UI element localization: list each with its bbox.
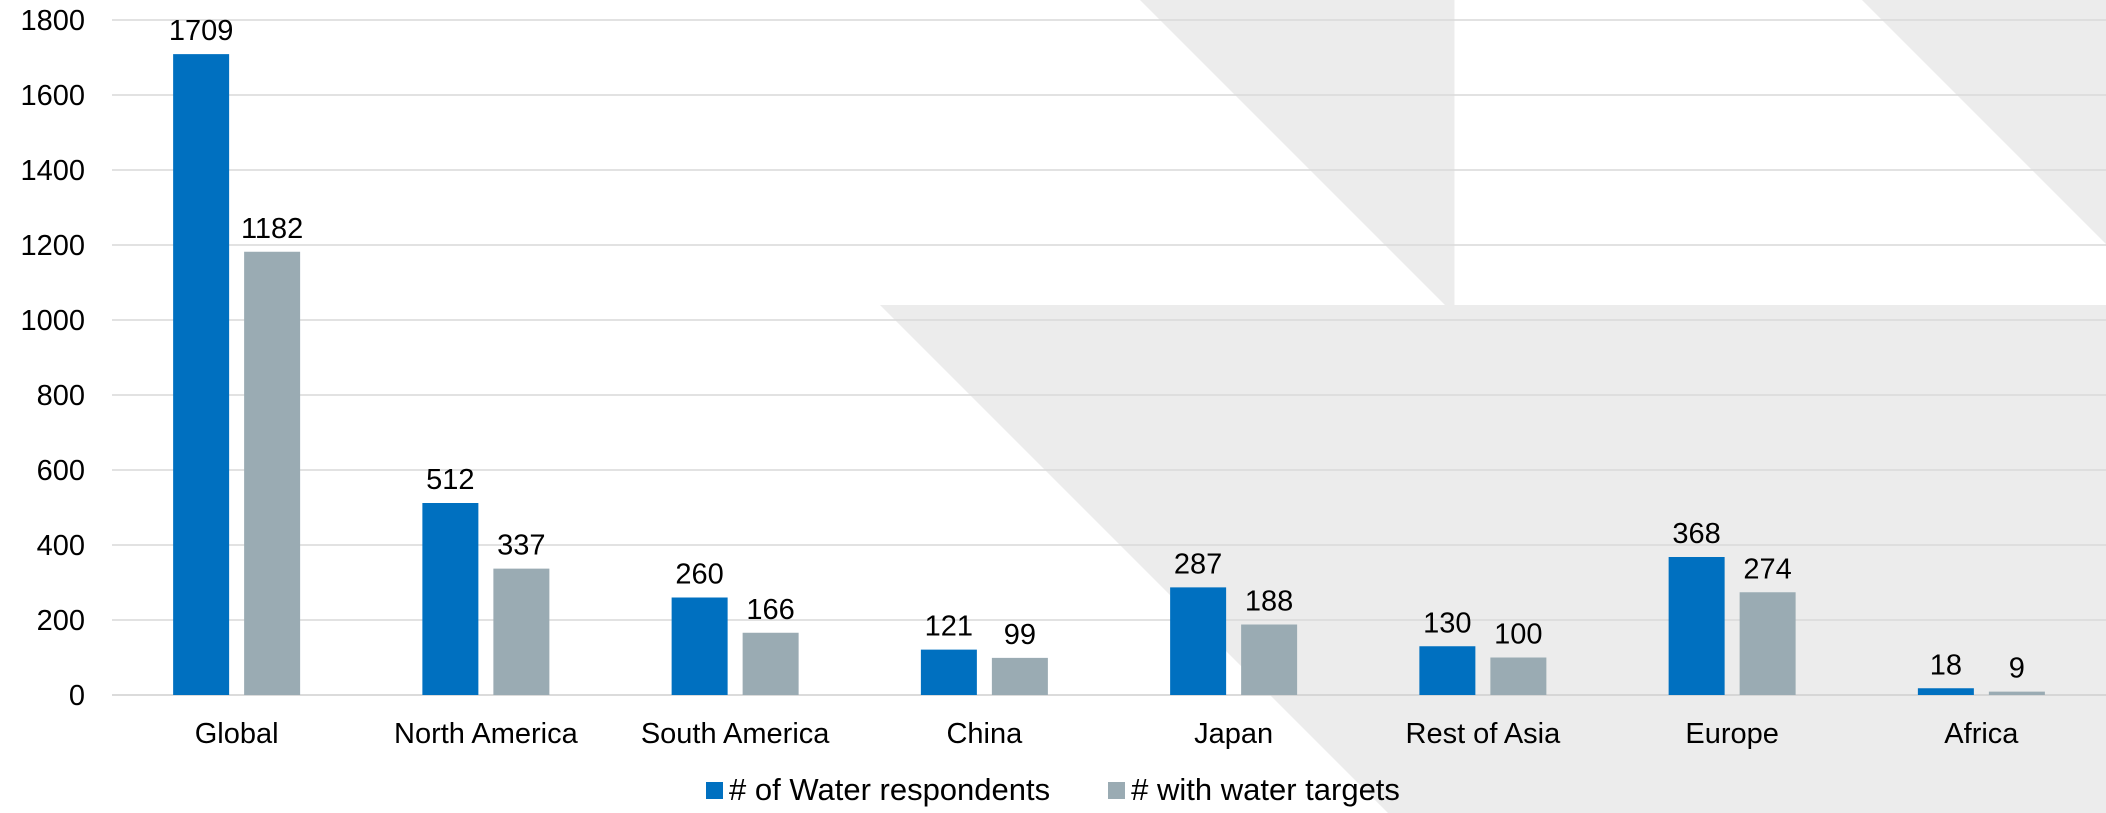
bar bbox=[1917, 688, 1974, 695]
y-tick-label: 600 bbox=[37, 455, 85, 487]
data-label: 9 bbox=[2009, 653, 2025, 685]
bar bbox=[1241, 624, 1298, 695]
background-triangle-right bbox=[1458, 305, 2106, 813]
x-tick-label: Rest of Asia bbox=[1406, 718, 1562, 750]
y-tick-label: 200 bbox=[37, 605, 85, 637]
data-label: 1709 bbox=[169, 15, 234, 47]
bar bbox=[422, 503, 479, 695]
y-tick-label: 1600 bbox=[20, 80, 85, 112]
y-tick-label: 1000 bbox=[20, 305, 85, 337]
data-label: 99 bbox=[1004, 619, 1036, 651]
y-tick-label: 1400 bbox=[20, 155, 85, 187]
x-tick-label: Europe bbox=[1685, 718, 1779, 750]
data-label: 100 bbox=[1494, 619, 1542, 651]
data-label: 130 bbox=[1423, 607, 1471, 639]
bar bbox=[991, 657, 1048, 695]
data-label: 18 bbox=[1930, 649, 1962, 681]
data-label: 166 bbox=[746, 594, 794, 626]
background-triangle-top-center bbox=[1140, 0, 1458, 305]
bar bbox=[1170, 587, 1227, 695]
gridlines bbox=[112, 19, 2106, 696]
y-tick-label: 1800 bbox=[20, 5, 85, 37]
background-decoration bbox=[880, 0, 2106, 813]
legend-label-respondents: # of Water respondents bbox=[729, 772, 1051, 807]
x-axis: Global North America South America China Jap… bbox=[195, 718, 2020, 750]
x-tick-label: China bbox=[946, 718, 1023, 750]
legend-swatch-respondents bbox=[706, 781, 724, 799]
legend-swatch-targets bbox=[1108, 781, 1126, 799]
y-tick-label: 1200 bbox=[20, 230, 85, 262]
y-tick-label: 0 bbox=[69, 680, 85, 712]
x-tick-label: Global bbox=[195, 718, 279, 750]
bar bbox=[742, 632, 799, 695]
data-label: 512 bbox=[426, 464, 474, 496]
data-label: 287 bbox=[1174, 548, 1222, 580]
data-label: 121 bbox=[925, 611, 973, 643]
legend-item-targets: # with water targets bbox=[1108, 772, 1400, 808]
bar bbox=[1419, 646, 1476, 695]
y-tick-label: 800 bbox=[37, 380, 85, 412]
bar bbox=[1490, 657, 1547, 695]
data-label: 1182 bbox=[241, 213, 303, 245]
legend-item-respondents: # of Water respondents bbox=[706, 772, 1050, 808]
y-tick-label: 400 bbox=[37, 530, 85, 562]
x-tick-label: South America bbox=[641, 718, 830, 750]
bar bbox=[671, 597, 728, 695]
background-triangle-top-right bbox=[1862, 0, 2106, 244]
y-axis: 0 200 400 600 800 1000 1200 1400 1600 1800 bbox=[20, 5, 85, 712]
data-label: 368 bbox=[1672, 518, 1720, 550]
bar bbox=[1988, 691, 2045, 695]
bar bbox=[920, 649, 977, 695]
bar bbox=[1668, 557, 1725, 695]
legend-label-targets: # with water targets bbox=[1131, 772, 1400, 807]
data-label: 188 bbox=[1245, 586, 1293, 618]
bar bbox=[173, 54, 230, 695]
bar bbox=[1739, 592, 1796, 695]
data-label: 274 bbox=[1743, 553, 1791, 585]
legend: # of Water respondents # with water targ… bbox=[0, 772, 2106, 808]
bar bbox=[493, 568, 550, 695]
bars: 1709 1182 512 337 260 166 121 99 287 188 130 100 368… bbox=[169, 15, 2045, 695]
x-tick-label: North America bbox=[394, 718, 579, 750]
data-label: 260 bbox=[675, 559, 723, 591]
data-label: 337 bbox=[497, 530, 545, 562]
x-tick-label: Japan bbox=[1194, 718, 1273, 750]
x-tick-label: Africa bbox=[1944, 718, 2019, 750]
bar bbox=[244, 251, 301, 695]
